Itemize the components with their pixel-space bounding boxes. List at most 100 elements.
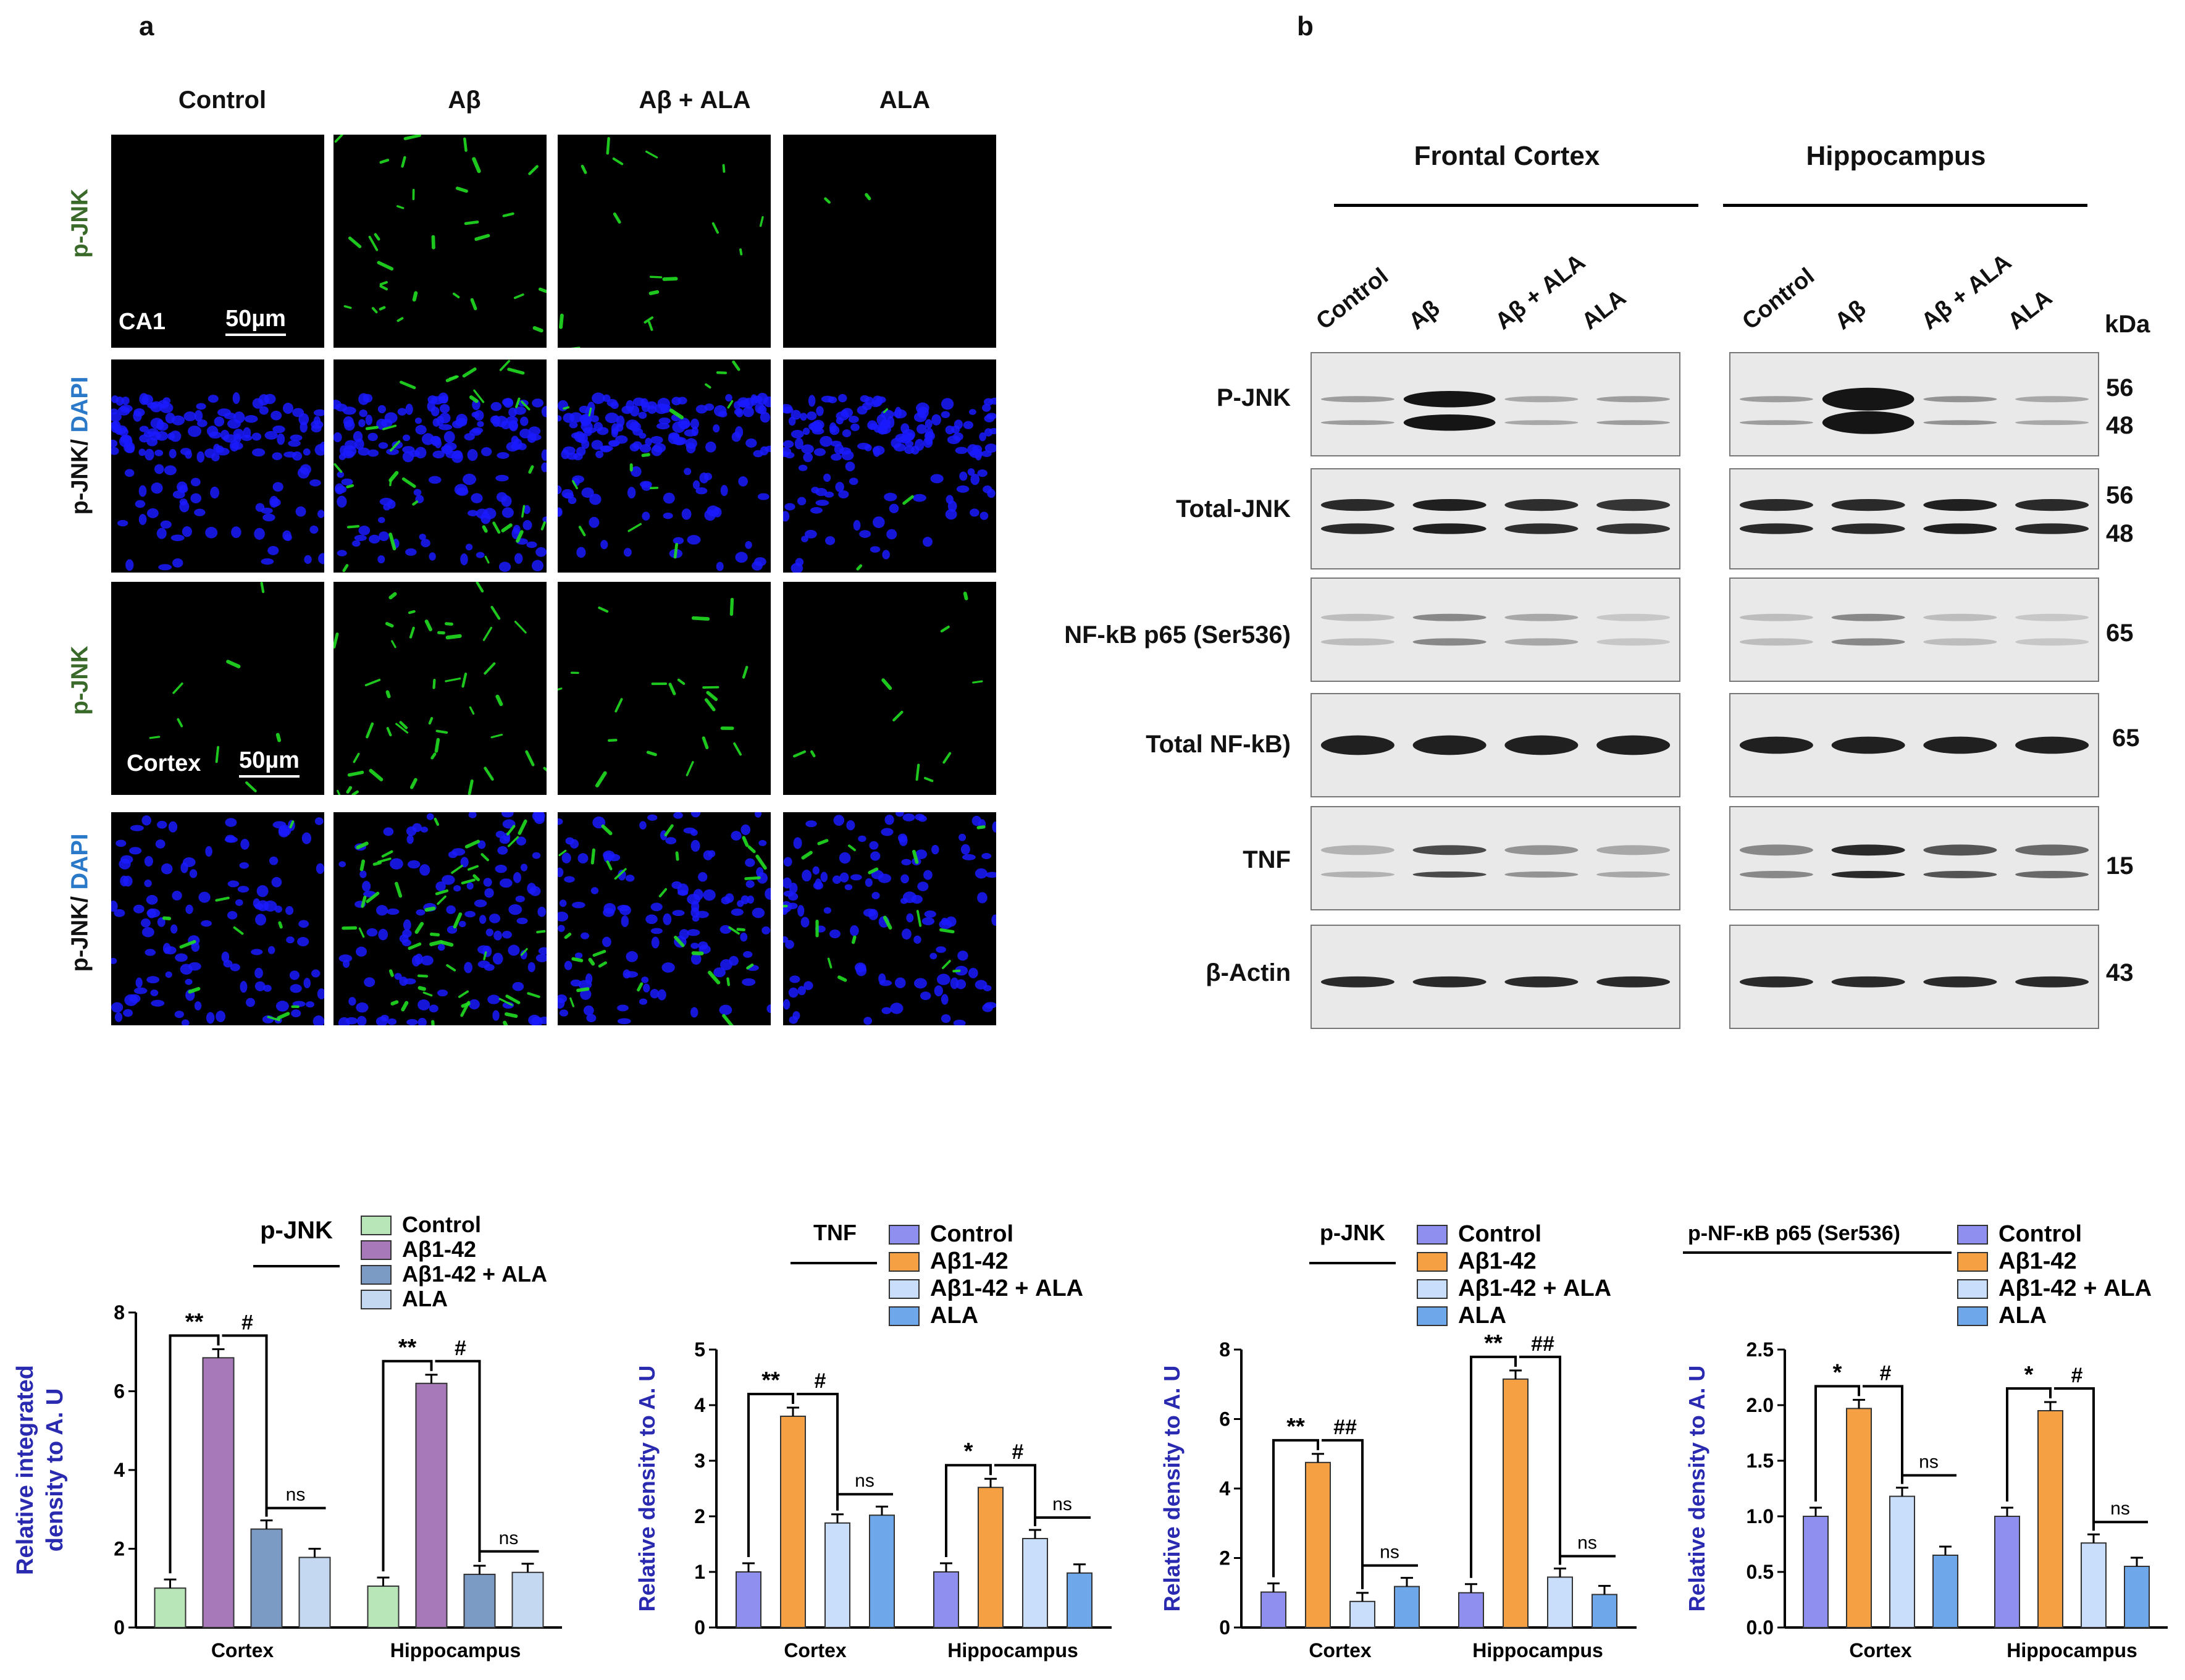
nucleus — [740, 932, 748, 942]
nucleus — [151, 482, 163, 494]
bar — [869, 1514, 895, 1629]
pjnk-signal — [532, 326, 543, 333]
legend-label: Aβ1-42 — [1458, 1248, 1537, 1274]
column-header-abeta: Aβ — [448, 86, 481, 114]
nucleus — [194, 508, 206, 516]
pjnk-signal — [391, 640, 396, 649]
pjnk-signal — [824, 197, 831, 204]
blot-band — [1504, 638, 1579, 646]
pjnk-signal — [277, 1012, 290, 1020]
nucleus — [499, 836, 510, 844]
blot-band — [1739, 976, 1813, 988]
significance-label: ** — [185, 1309, 204, 1335]
nucleus — [502, 819, 516, 829]
pjnk-signal — [468, 779, 474, 795]
pjnk-signal — [469, 395, 479, 403]
significance-label: # — [241, 1311, 253, 1334]
nucleus — [716, 561, 724, 571]
nucleus — [915, 813, 925, 821]
blot-band — [1412, 735, 1487, 755]
pjnk-signal — [571, 957, 584, 962]
nucleus — [417, 1017, 427, 1025]
column-header-ala: ALA — [879, 86, 931, 114]
nucleus — [464, 910, 476, 918]
nucleus — [825, 536, 836, 545]
pjnk-signal — [463, 137, 468, 152]
nucleus — [890, 1002, 904, 1014]
nucleus — [532, 398, 544, 408]
pjnk-signal — [379, 159, 390, 164]
pjnk-signal — [528, 465, 534, 474]
nucleus — [390, 858, 403, 870]
nucleus — [901, 859, 912, 865]
pjnk-signal — [578, 526, 586, 537]
nucleus — [150, 989, 159, 996]
nucleus — [317, 988, 324, 999]
pjnk-signal — [801, 850, 813, 860]
legend-label: Control — [930, 1221, 1013, 1247]
nucleus — [196, 403, 206, 410]
nucleus — [161, 863, 173, 875]
legend-label: Aβ1-42 — [402, 1237, 476, 1262]
nucleus — [181, 1019, 190, 1025]
blot-band — [1504, 396, 1579, 403]
nucleus — [421, 539, 430, 548]
region-underline-frontal-cortex — [1334, 204, 1698, 207]
blot-band — [1923, 523, 1997, 534]
bar — [1503, 1378, 1529, 1628]
pjnk-signal — [381, 850, 393, 858]
nucleus — [850, 423, 860, 431]
significance-bracket — [1272, 1438, 1319, 1577]
nucleus — [420, 826, 429, 833]
nucleus — [479, 915, 487, 924]
pjnk-signal — [648, 290, 660, 295]
nucleus — [227, 419, 241, 429]
nucleus — [599, 445, 613, 452]
nucleus — [754, 812, 762, 818]
nucleus — [501, 812, 514, 818]
panel-a-letter: a — [139, 11, 154, 41]
nucleus — [508, 904, 522, 915]
nucleus — [558, 400, 569, 411]
nucleus — [906, 913, 914, 923]
nucleus — [841, 410, 848, 417]
nucleus — [561, 489, 574, 498]
nucleus — [472, 399, 480, 411]
nucleus — [873, 516, 885, 528]
pjnk-signal — [892, 710, 904, 722]
pjnk-signal — [507, 836, 519, 847]
nucleus — [437, 989, 448, 997]
bar — [2124, 1566, 2150, 1628]
nucleus — [406, 1018, 418, 1025]
pjnk-signal — [408, 610, 416, 615]
nucleus — [902, 813, 915, 821]
pjnk-signal — [588, 957, 595, 966]
blot-band — [1739, 420, 1813, 426]
significance-label: ** — [761, 1367, 780, 1393]
pjnk-signal — [469, 706, 475, 715]
x-category-label: Hippocampus — [2007, 1639, 2137, 1661]
nucleus — [164, 465, 177, 476]
nucleus — [300, 464, 311, 475]
nucleus — [621, 915, 629, 928]
column-header-control: Control — [178, 86, 267, 114]
nucleus — [356, 1015, 367, 1025]
bar-chart-tnf: 0 1 2 3 4 5 Relative density to A. U Cortex Hipp… — [634, 1220, 1112, 1661]
nucleus — [963, 421, 974, 429]
region-title-frontal-cortex: Frontal Cortex — [1414, 141, 1600, 171]
legend-swatch — [361, 1290, 392, 1309]
nucleus — [376, 418, 387, 430]
nucleus — [182, 857, 196, 867]
nucleus — [643, 983, 650, 993]
nucleus — [291, 1009, 301, 1018]
nucleus — [958, 833, 967, 841]
nucleus — [922, 537, 933, 547]
nucleus — [240, 839, 250, 850]
blot-band — [1822, 387, 1914, 411]
nucleus — [257, 900, 269, 912]
nucleus — [311, 969, 321, 978]
nucleus — [754, 557, 766, 566]
nucleus — [415, 425, 427, 435]
blot-band — [1923, 870, 1997, 878]
region-title-hippocampus: Hippocampus — [1806, 141, 1986, 171]
